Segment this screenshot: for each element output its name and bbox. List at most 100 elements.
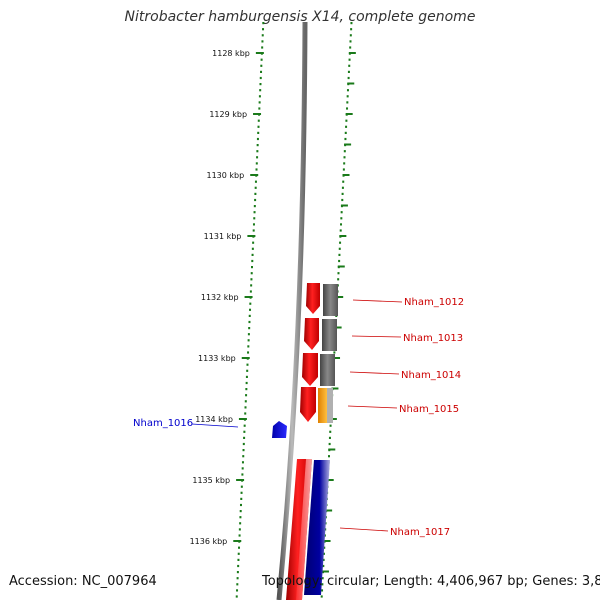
leader-nham-1012: [352, 299, 403, 303]
position-dot: [328, 436, 331, 439]
position-dot: [261, 40, 264, 43]
position-dot: [346, 101, 349, 104]
position-dots-left: [235, 22, 265, 598]
position-dot: [321, 577, 324, 580]
position-dot: [347, 76, 350, 80]
position-dot: [346, 107, 349, 110]
label-nham-1017[interactable]: Nham_1017: [390, 527, 450, 538]
kbp-tick-label: 1131 kbp: [204, 232, 242, 241]
label-nham-1015[interactable]: Nham_1015: [399, 404, 459, 415]
position-dot: [245, 381, 248, 385]
kbp-tick-label: 1128 kbp: [212, 49, 250, 58]
position-dot: [337, 278, 340, 281]
position-dot: [327, 455, 330, 458]
leader-nham-1017: [339, 527, 389, 532]
position-dot: [349, 46, 352, 49]
position-dot: [243, 424, 246, 427]
position-dot: [346, 89, 349, 92]
position-dot: [261, 46, 264, 49]
position-dot: [256, 137, 259, 141]
position-dot: [341, 192, 344, 195]
position-dot: [329, 430, 332, 433]
position-dot: [344, 131, 347, 134]
label-nham-1016[interactable]: Nham_1016: [133, 418, 193, 429]
position-dot: [256, 150, 259, 153]
position-dot: [236, 577, 239, 580]
position-dot: [252, 229, 255, 232]
gene-nham-1012-arrow[interactable]: [306, 283, 320, 314]
kbp-tick-label: 1134 kbp: [195, 415, 233, 424]
position-dot: [250, 278, 253, 281]
position-dot: [260, 70, 263, 73]
position-dot: [350, 28, 353, 31]
position-dot: [346, 95, 349, 98]
position-dot: [254, 180, 257, 183]
position-dot: [262, 22, 265, 25]
kbp-ticks: 1128 kbp 1129 kbp 1130 kbp 1131 kbp 1132 kbp…: [190, 49, 264, 546]
position-dot: [244, 406, 247, 409]
position-dot: [260, 58, 263, 61]
gene-features: [272, 283, 338, 600]
kbp-tick-label: 1132 kbp: [201, 293, 239, 302]
position-dot: [242, 442, 245, 446]
gene-nham-1016-arrow[interactable]: [272, 421, 287, 438]
position-dot: [239, 516, 242, 519]
position-dot: [257, 131, 260, 134]
kbp-tick-label: 1135 kbp: [192, 476, 230, 485]
leader-nham-1016: [191, 423, 239, 428]
position-dot: [256, 144, 259, 147]
position-dot: [254, 186, 257, 189]
position-dot: [259, 83, 262, 86]
position-dot: [236, 583, 239, 586]
orf-nham-1015-gray[interactable]: [327, 388, 333, 423]
position-dot: [246, 369, 249, 372]
position-dot: [238, 546, 241, 549]
position-dot: [258, 95, 261, 98]
position-dot: [349, 34, 352, 37]
position-dot: [247, 333, 250, 336]
position-dot: [245, 388, 248, 391]
position-dot: [236, 571, 239, 574]
position-dot: [249, 290, 252, 293]
position-dot: [253, 211, 256, 214]
position-dot: [239, 522, 242, 525]
position-dot: [242, 455, 245, 458]
label-nham-1014[interactable]: Nham_1014: [401, 370, 461, 381]
position-dot: [249, 302, 252, 305]
kbp-tick-label: 1130 kbp: [207, 171, 245, 180]
label-nham-1013[interactable]: Nham_1013: [403, 333, 463, 344]
map-title: Nitrobacter hamburgensis X14, complete g…: [124, 9, 476, 25]
position-dot: [240, 485, 243, 488]
position-dot: [251, 259, 254, 263]
orf-nham-1015-orange[interactable]: [318, 388, 327, 423]
leader-nham-1014: [349, 371, 400, 375]
position-dot: [255, 162, 258, 165]
kbp-tick-label: 1133 kbp: [198, 354, 236, 363]
position-dot: [259, 89, 262, 92]
position-dot: [260, 64, 263, 67]
position-dot: [322, 558, 325, 561]
position-dot: [321, 589, 324, 592]
position-dot: [237, 558, 240, 561]
label-nham-1012[interactable]: Nham_1012: [404, 297, 464, 308]
position-dot: [338, 253, 341, 256]
position-dot: [348, 64, 351, 67]
position-dot: [250, 272, 253, 275]
position-dot: [237, 564, 240, 568]
position-dot: [253, 217, 256, 220]
topology-text: Topology: circular; Length: 4,406,967 bp…: [262, 574, 600, 589]
position-dot: [252, 241, 255, 244]
gene-nham-1015-arrow[interactable]: [300, 387, 316, 422]
position-dot: [343, 162, 346, 165]
gene-nham-1013-arrow[interactable]: [304, 318, 319, 350]
orf-nham-1012[interactable]: [323, 284, 338, 316]
orf-nham-1013[interactable]: [322, 319, 337, 351]
orf-nham-1014[interactable]: [320, 354, 335, 386]
position-dot: [244, 400, 247, 403]
position-dot: [340, 217, 343, 220]
gene-nham-1014-arrow[interactable]: [302, 353, 318, 386]
position-dot: [329, 424, 332, 427]
position-dot: [342, 168, 345, 171]
orf-nham-1017[interactable]: [304, 460, 330, 595]
